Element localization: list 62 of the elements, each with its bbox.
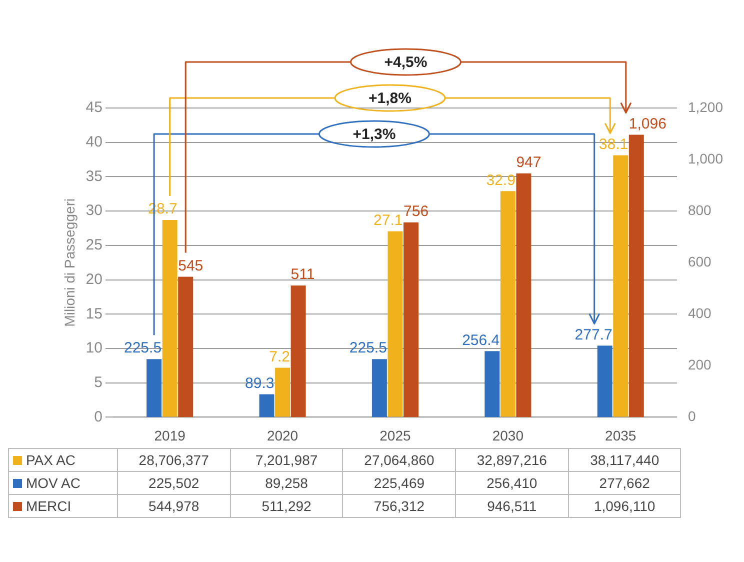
text: 511,292 bbox=[230, 494, 343, 518]
y-tick-label: 25 bbox=[86, 236, 102, 254]
x-tick-label: 2020 bbox=[266, 427, 298, 444]
x-tick-label: 2035 bbox=[605, 427, 636, 444]
y-axis-title: Milioni di Passeggeri bbox=[61, 198, 78, 327]
legend-label: MOV AC bbox=[26, 475, 80, 491]
bar bbox=[146, 359, 162, 418]
data-label: 27.1 bbox=[374, 212, 403, 229]
text: +1,8% bbox=[368, 90, 412, 108]
x-tick-label: 2030 bbox=[492, 427, 524, 444]
data-label: 277.7 bbox=[574, 326, 612, 344]
text: 256,410 bbox=[456, 472, 568, 494]
data-label: 89.3 bbox=[245, 374, 274, 392]
y-tick-label: 35 bbox=[86, 168, 102, 185]
bar bbox=[372, 359, 387, 418]
y-tick-label: 0 bbox=[94, 408, 102, 426]
x-tick-label: 2025 bbox=[380, 427, 412, 444]
annotation: +1,3% bbox=[352, 126, 396, 144]
data-label: 545 bbox=[178, 257, 204, 274]
y2-tick-label: 800 bbox=[688, 202, 712, 218]
text: 89,258 bbox=[230, 472, 343, 494]
data-label: 38.1 bbox=[598, 136, 628, 153]
bar bbox=[484, 351, 500, 418]
data-label: 225.5 bbox=[349, 340, 387, 357]
text: 27,064,860 bbox=[342, 448, 456, 472]
data-label: 947 bbox=[516, 154, 542, 171]
data-label: 225.5 bbox=[124, 340, 162, 357]
text: 225,502 bbox=[118, 472, 230, 494]
bar bbox=[597, 346, 612, 418]
legend-label: MERCI bbox=[26, 498, 72, 514]
text: 544,978 bbox=[118, 494, 230, 518]
text: 946,511 bbox=[456, 494, 568, 518]
data-label: 7.2 bbox=[269, 348, 290, 366]
y-tick-label: 40 bbox=[86, 133, 102, 150]
y2-tick-label: 1,000 bbox=[688, 150, 724, 166]
x-tick-label: 2019 bbox=[154, 427, 186, 444]
text: +4,5% bbox=[384, 54, 428, 72]
y2-tick-label: 400 bbox=[688, 304, 712, 321]
text: 1,096,110 bbox=[568, 494, 681, 518]
text: 756,312 bbox=[342, 494, 456, 518]
y-tick-label: 15 bbox=[86, 305, 102, 322]
data-label: 256.4 bbox=[462, 332, 500, 349]
text: 7,201,987 bbox=[230, 448, 343, 472]
y2-tick-label: 200 bbox=[688, 356, 712, 373]
y2-tick-label: 1,200 bbox=[688, 98, 724, 115]
text: 28,706,377 bbox=[118, 448, 230, 472]
text: 225,469 bbox=[342, 472, 456, 494]
y2-tick-label: 600 bbox=[688, 253, 712, 270]
y-tick-label: 5 bbox=[94, 374, 102, 391]
data-label: 756 bbox=[404, 202, 429, 220]
data-label: 32.9 bbox=[486, 172, 516, 189]
text: 32,897,216 bbox=[456, 448, 568, 472]
text: 38,117,440 bbox=[568, 448, 681, 472]
y-tick-label: 45 bbox=[86, 99, 102, 116]
text: 277,662 bbox=[568, 472, 681, 494]
data-label: 511 bbox=[290, 266, 315, 284]
y-tick-label: 10 bbox=[86, 340, 102, 357]
legend-label: PAX AC bbox=[26, 452, 76, 468]
y-tick-label: 30 bbox=[86, 202, 102, 220]
data-label: 1,096 bbox=[628, 115, 666, 132]
y2-tick-label: 0 bbox=[688, 408, 696, 424]
y-tick-label: 20 bbox=[86, 270, 102, 288]
